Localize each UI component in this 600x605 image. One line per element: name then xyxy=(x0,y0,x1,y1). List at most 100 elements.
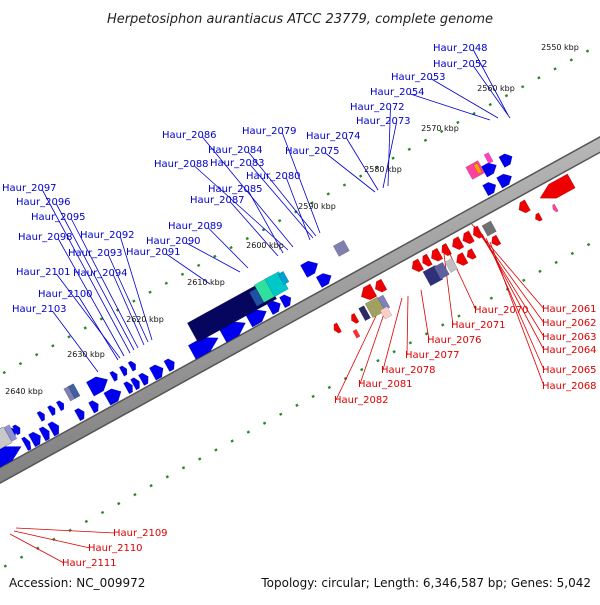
tick-mark xyxy=(117,501,121,506)
reverse-gene-label: Haur_2065 xyxy=(542,365,597,376)
forward-gene xyxy=(130,377,140,391)
forward-gene-label: Haur_2089 xyxy=(168,221,223,232)
kbp-tick-label: 2570 kbp xyxy=(421,124,459,133)
reverse-gene xyxy=(431,247,444,262)
forward-gene-label: Haur_2098 xyxy=(18,232,73,243)
forward-leader-line xyxy=(230,201,279,257)
reverse-gene xyxy=(539,173,576,199)
tick-mark xyxy=(180,272,185,276)
tick-mark xyxy=(553,67,557,71)
reverse-gene-label: Haur_2068 xyxy=(542,381,597,392)
tick-mark xyxy=(230,439,234,443)
tick-mark xyxy=(34,353,39,357)
reverse-gene-label: Haur_2062 xyxy=(542,318,597,329)
tick-mark xyxy=(522,278,526,282)
forward-block xyxy=(264,271,289,298)
tick-mark xyxy=(148,290,152,294)
forward-gene xyxy=(0,446,22,468)
gene-label-layer: 2550 kbp 2560 kbp 2570 kbp 2580 kbp 2590 kbp… xyxy=(2,43,597,569)
forward-gene xyxy=(123,381,133,395)
tick-mark xyxy=(3,564,8,568)
forward-gene-label: Haur_2100 xyxy=(38,289,93,300)
reverse-gene-label: Haur_2082 xyxy=(334,395,389,406)
reverse-gene xyxy=(473,225,484,239)
forward-gene xyxy=(12,424,21,436)
kbp-tick-label: 2560 kbp xyxy=(477,84,515,93)
reverse-gene xyxy=(462,230,475,245)
kbp-tick-label: 2590 kbp xyxy=(298,202,336,211)
forward-leader-line xyxy=(78,295,119,361)
forward-gene-label: Haur_2103 xyxy=(12,304,67,315)
forward-leader-line xyxy=(282,132,321,234)
tick-mark xyxy=(132,299,136,303)
reverse-gene xyxy=(452,236,465,250)
forward-gene xyxy=(74,408,85,422)
reverse-gene xyxy=(441,242,453,257)
reverse-leader-line xyxy=(382,297,403,371)
reverse-gene xyxy=(422,253,433,267)
forward-gene-label: Haur_2091 xyxy=(126,247,181,258)
forward-gene-label: Haur_2072 xyxy=(350,102,405,113)
forward-gene xyxy=(279,294,292,309)
tick-mark xyxy=(262,421,267,425)
forward-leader-line xyxy=(113,274,145,346)
kbp-tick-label: 2600 kbp xyxy=(246,241,284,250)
forward-gene-label: Haur_2074 xyxy=(306,131,361,142)
forward-gene xyxy=(47,421,60,437)
reverse-leader-line xyxy=(485,237,545,371)
tick-mark xyxy=(279,412,283,416)
tick-mark xyxy=(67,335,71,339)
forward-leader-line xyxy=(58,238,125,357)
forward-gene-label: Haur_2084 xyxy=(208,145,263,156)
forward-leader-line xyxy=(194,165,289,251)
tick-mark xyxy=(424,332,429,336)
forward-gene-label: Haur_2079 xyxy=(242,126,297,137)
reverse-leader-line xyxy=(13,530,91,549)
tick-mark xyxy=(18,361,23,366)
backbone xyxy=(0,137,600,483)
backbone-layer xyxy=(0,136,600,484)
reverse-gene-label: Haur_2110 xyxy=(88,543,143,554)
tick-mark xyxy=(472,111,476,116)
tick-mark xyxy=(423,138,428,143)
forward-gene xyxy=(496,173,513,189)
tick-mark xyxy=(520,85,525,89)
reverse-gene xyxy=(411,258,425,273)
forward-leader-line xyxy=(71,218,139,349)
reverse-block xyxy=(481,220,497,237)
tick-mark xyxy=(19,555,24,559)
reverse-gene xyxy=(351,312,360,324)
forward-gene xyxy=(55,400,65,412)
forward-gene-label: Haur_2096 xyxy=(16,197,71,208)
reverse-gene-label: Haur_2061 xyxy=(542,304,597,315)
reverse-leader-line xyxy=(420,289,430,341)
tick-mark xyxy=(360,367,364,372)
tick-mark xyxy=(376,358,380,363)
reverse-leader-line xyxy=(481,233,545,351)
forward-block xyxy=(483,152,494,165)
reverse-gene-label: Haur_2070 xyxy=(474,305,529,316)
tick-mark xyxy=(375,165,379,169)
tick-mark xyxy=(570,251,575,256)
tick-mark xyxy=(342,183,347,187)
tick-mark xyxy=(310,201,314,205)
tick-mark xyxy=(327,385,332,390)
kbp-tick-label: 2550 kbp xyxy=(541,43,579,52)
tick-mark xyxy=(489,296,494,300)
tick-mark xyxy=(229,245,233,250)
forward-gene xyxy=(47,405,56,417)
tick-mark xyxy=(84,519,89,524)
tick-mark xyxy=(391,156,395,160)
tick-mark xyxy=(100,510,105,515)
forward-gene xyxy=(480,162,497,178)
forward-block xyxy=(332,239,350,257)
feature-layer xyxy=(0,152,576,468)
reverse-leader-line xyxy=(359,307,387,385)
reverse-leader-line xyxy=(335,315,377,401)
forward-leader-line xyxy=(410,93,491,121)
reverse-leader-line xyxy=(443,253,454,326)
forward-leader-line xyxy=(387,108,391,187)
reverse-gene xyxy=(535,212,543,222)
reverse-gene xyxy=(518,199,531,214)
forward-gene xyxy=(103,388,122,406)
